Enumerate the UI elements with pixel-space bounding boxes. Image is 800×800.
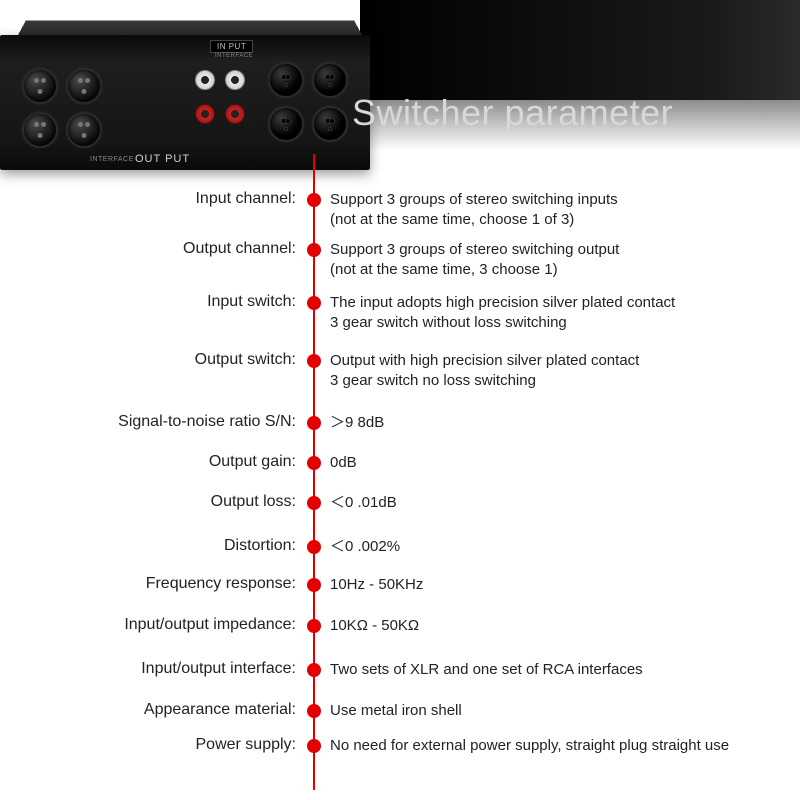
spec-value: Support 3 groups of stereo switching inp… — [328, 190, 788, 231]
spec-label: Output gain: — [0, 453, 300, 471]
spec-label: Input/output interface: — [0, 660, 300, 678]
spec-label: Power supply: — [0, 736, 300, 754]
bullet-dot-icon — [307, 243, 321, 257]
xlr-output-group — [22, 68, 102, 148]
spec-value: 10KΩ - 50KΩ — [328, 616, 788, 636]
spec-value: ＜0 .01dB — [328, 493, 788, 513]
spec-row: Input switch: The input adopts high preci… — [0, 293, 800, 334]
rca-connector-icon — [225, 70, 245, 90]
panel-label-output: OUT PUT — [135, 153, 190, 165]
rca-group — [195, 70, 245, 124]
spec-row: Output channel: Support 3 groups of stere… — [0, 240, 800, 281]
spec-value: The input adopts high precision silver p… — [328, 293, 788, 334]
bullet-dot-icon — [307, 496, 321, 510]
bullet-dot-icon — [307, 578, 321, 592]
spec-label: Appearance material: — [0, 701, 300, 719]
spec-label: Output channel: — [0, 240, 300, 258]
spec-label: Input/output impedance: — [0, 616, 300, 634]
rca-connector-icon — [195, 70, 215, 90]
spec-row: Power supply: No need for external power … — [0, 736, 800, 756]
bullet-dot-icon — [307, 739, 321, 753]
xlr-connector-icon — [22, 68, 58, 104]
bullet-dot-icon — [307, 354, 321, 368]
spec-value: 0dB — [328, 453, 788, 473]
spec-label: Distortion: — [0, 537, 300, 555]
rca-connector-icon — [195, 104, 215, 124]
panel-label-interface: INTERFACE — [90, 156, 134, 163]
xlr-connector-icon — [268, 62, 304, 98]
spec-row: Frequency response: 10Hz - 50KHz — [0, 575, 800, 595]
xlr-input-group — [268, 62, 348, 142]
spec-value: ＞9 8dB — [328, 413, 788, 433]
bullet-dot-icon — [307, 704, 321, 718]
spec-value: Use metal iron shell — [328, 701, 788, 721]
bullet-dot-icon — [307, 540, 321, 554]
title-band — [360, 0, 800, 100]
spec-row: Output loss: ＜0 .01dB — [0, 493, 800, 513]
spec-row: Signal-to-noise ratio S/N: ＞9 8dB — [0, 413, 800, 433]
xlr-connector-icon — [22, 112, 58, 148]
xlr-connector-icon — [312, 62, 348, 98]
spec-value: 10Hz - 50KHz — [328, 575, 788, 595]
spec-row: Output gain: 0dB — [0, 453, 800, 473]
spec-row: Input/output impedance: 10KΩ - 50KΩ — [0, 616, 800, 636]
spec-label: Output switch: — [0, 351, 300, 369]
spec-row: Output switch: Output with high precision… — [0, 351, 800, 392]
xlr-connector-icon — [66, 112, 102, 148]
spec-value: ＜0 .002% — [328, 537, 788, 557]
bullet-dot-icon — [307, 296, 321, 310]
spec-row: Input channel: Support 3 groups of stereo… — [0, 190, 800, 231]
spec-value: Two sets of XLR and one set of RCA inter… — [328, 660, 788, 680]
spec-value: Support 3 groups of stereo switching out… — [328, 240, 788, 281]
panel-label-input: IN PUT — [210, 40, 253, 53]
bullet-dot-icon — [307, 663, 321, 677]
spec-label: Frequency response: — [0, 575, 300, 593]
spec-row: Appearance material: Use metal iron shell — [0, 701, 800, 721]
spec-label: Output loss: — [0, 493, 300, 511]
rca-connector-icon — [225, 104, 245, 124]
spec-row: Distortion: ＜0 .002% — [0, 537, 800, 557]
bullet-dot-icon — [307, 193, 321, 207]
xlr-connector-icon — [268, 106, 304, 142]
spec-label: Input channel: — [0, 190, 300, 208]
hero-banner: IN PUT INTERFACE OUT PUT INTERFACE Switc… — [0, 0, 800, 180]
device-illustration: IN PUT INTERFACE OUT PUT INTERFACE — [0, 0, 380, 180]
bullet-dot-icon — [307, 619, 321, 633]
page-title: Switcher parameter — [352, 92, 673, 134]
xlr-connector-icon — [66, 68, 102, 104]
xlr-connector-icon — [312, 106, 348, 142]
panel-label-interface-top: INTERFACE — [215, 53, 253, 59]
spec-label: Signal-to-noise ratio S/N: — [0, 413, 300, 431]
bullet-dot-icon — [307, 416, 321, 430]
spec-value: Output with high precision silver plated… — [328, 351, 788, 392]
spec-value: No need for external power supply, strai… — [328, 736, 788, 756]
spec-row: Input/output interface: Two sets of XLR a… — [0, 660, 800, 680]
bullet-dot-icon — [307, 456, 321, 470]
spec-label: Input switch: — [0, 293, 300, 311]
